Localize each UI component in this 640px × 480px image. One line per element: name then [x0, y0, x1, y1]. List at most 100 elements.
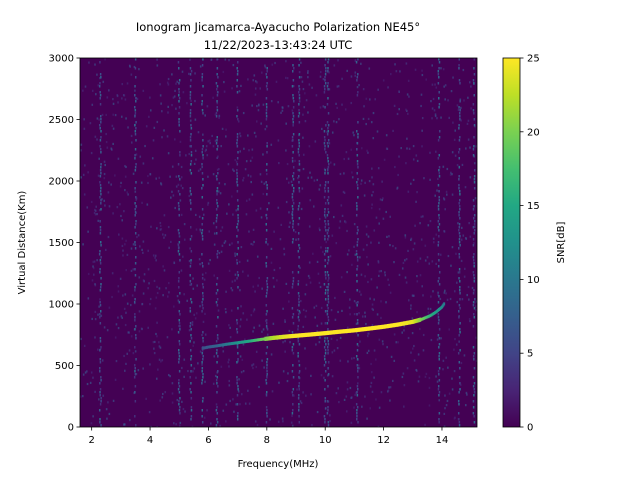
- interference-cell: [473, 214, 476, 217]
- interference-cell: [357, 121, 359, 124]
- interference-cell: [237, 385, 239, 388]
- noise-cell: [384, 274, 387, 277]
- noise-cell: [191, 321, 194, 324]
- noise-cell: [366, 334, 369, 338]
- noise-cell: [375, 358, 377, 361]
- interference-cell: [265, 319, 268, 322]
- interference-cell: [292, 283, 294, 286]
- noise-cell: [189, 283, 192, 286]
- interference-cell: [458, 211, 460, 214]
- interference-cell: [458, 376, 461, 379]
- noise-cell: [335, 392, 338, 395]
- interference-cell: [291, 241, 294, 244]
- noise-cell: [235, 403, 237, 406]
- interference-cell: [202, 58, 204, 61]
- noise-cell: [351, 176, 354, 179]
- trace-point: [248, 339, 251, 343]
- interference-cell: [472, 400, 475, 403]
- interference-cell: [217, 355, 219, 358]
- noise-cell: [402, 261, 405, 265]
- interference-cell: [323, 415, 326, 418]
- trace-point: [426, 315, 429, 319]
- interference-cell: [236, 259, 238, 262]
- noise-cell: [107, 401, 109, 404]
- interference-cell: [99, 370, 101, 373]
- noise-cell: [216, 102, 219, 105]
- noise-cell: [448, 116, 451, 119]
- noise-cell: [172, 194, 175, 197]
- interference-cell: [326, 121, 329, 124]
- noise-cell: [431, 83, 434, 86]
- noise-cell: [367, 263, 369, 266]
- noise-cell: [347, 360, 349, 363]
- noise-cell: [364, 311, 366, 314]
- noise-cell: [156, 335, 158, 338]
- interference-cell: [472, 301, 475, 304]
- interference-cell: [326, 271, 329, 274]
- interference-cell: [292, 394, 294, 397]
- noise-cell: [276, 279, 278, 282]
- trace-point: [207, 345, 210, 349]
- interference-cell: [473, 73, 476, 76]
- interference-cell: [326, 400, 329, 403]
- trace-point: [362, 327, 365, 332]
- interference-cell: [236, 163, 239, 166]
- noise-cell: [153, 351, 156, 355]
- trace-point: [262, 337, 265, 341]
- noise-cell: [166, 295, 169, 298]
- trace-point: [443, 302, 446, 306]
- noise-cell: [224, 58, 227, 61]
- noise-cell: [208, 139, 211, 142]
- noise-cell: [253, 308, 256, 311]
- noise-cell: [98, 118, 100, 121]
- noise-cell: [192, 344, 195, 347]
- interference-cell: [215, 409, 218, 412]
- noise-cell: [432, 97, 435, 101]
- interference-cell: [472, 412, 475, 415]
- noise-cell: [382, 197, 384, 200]
- noise-cell: [94, 318, 97, 321]
- interference-cell: [473, 316, 476, 319]
- noise-cell: [320, 127, 323, 131]
- interference-cell: [327, 238, 329, 241]
- noise-cell: [319, 228, 321, 232]
- interference-cell: [357, 178, 359, 181]
- interference-cell: [459, 322, 461, 325]
- noise-cell: [199, 230, 202, 233]
- noise-cell: [451, 246, 454, 249]
- noise-cell: [143, 273, 146, 276]
- interference-cell: [293, 67, 295, 70]
- noise-cell: [159, 399, 161, 402]
- interference-cell: [201, 409, 204, 412]
- noise-cell: [121, 316, 124, 319]
- interference-cell: [100, 277, 102, 280]
- interference-cell: [266, 310, 268, 313]
- noise-cell: [199, 263, 201, 266]
- interference-cell: [473, 181, 476, 184]
- noise-cell: [405, 281, 408, 284]
- noise-cell: [393, 333, 396, 336]
- noise-cell: [171, 392, 174, 395]
- trace-point: [338, 329, 341, 334]
- noise-cell: [282, 307, 284, 310]
- interference-cell: [298, 247, 301, 250]
- noise-cell: [318, 188, 321, 191]
- interference-cell: [99, 97, 101, 100]
- noise-cell: [338, 400, 340, 404]
- trace-point: [213, 344, 216, 348]
- noise-cell: [377, 260, 380, 263]
- interference-cell: [473, 352, 476, 355]
- noise-cell: [445, 193, 448, 196]
- interference-cell: [236, 415, 239, 418]
- noise-cell: [96, 138, 98, 141]
- noise-cell: [213, 243, 216, 246]
- interference-cell: [438, 346, 440, 349]
- noise-cell: [365, 122, 367, 126]
- interference-cell: [324, 208, 326, 211]
- noise-cell: [112, 102, 115, 105]
- noise-cell: [261, 287, 263, 290]
- noise-cell: [256, 423, 259, 427]
- interference-cell: [292, 64, 294, 67]
- noise-cell: [233, 169, 235, 173]
- noise-cell: [97, 219, 100, 222]
